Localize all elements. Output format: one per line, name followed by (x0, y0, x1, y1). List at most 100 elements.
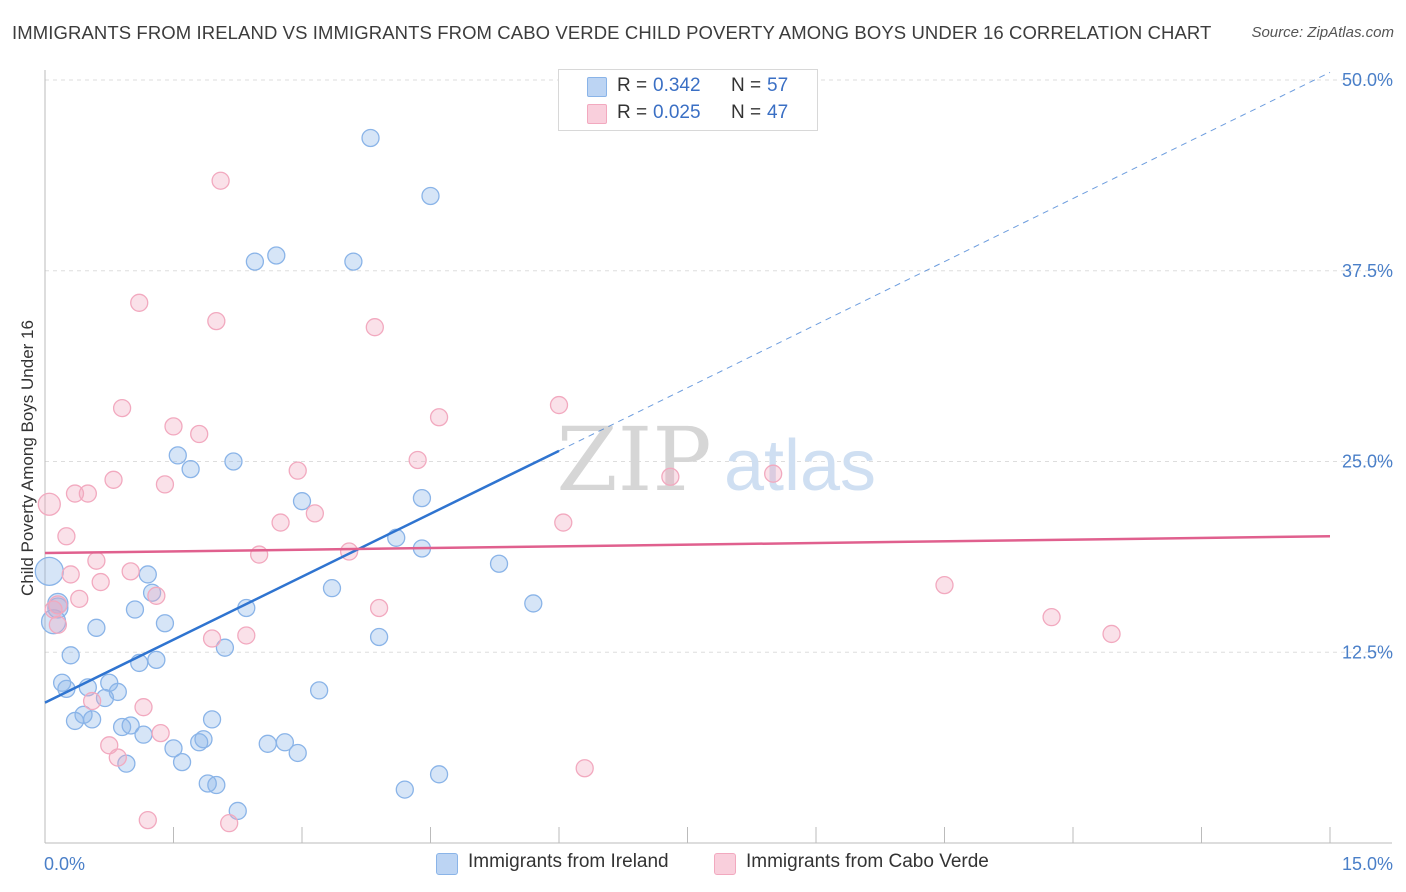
ireland-point-45 (344, 252, 363, 271)
cabo-verde-point-19 (147, 586, 166, 605)
cabo-verde-point-43 (935, 575, 954, 595)
cabo-verde-point-29 (250, 545, 269, 564)
scatter-points (34, 128, 1121, 833)
cabo-verde-point-34 (365, 318, 384, 337)
x-tick-label-0: 0.0% (44, 854, 85, 874)
cabo-verde-point-23 (190, 424, 209, 444)
ireland-point-29 (194, 730, 213, 749)
legend-r-value-1: 0.342 (653, 75, 701, 96)
ireland-point-19 (134, 725, 153, 744)
ireland-point-25 (168, 446, 187, 465)
cabo-verde-point-3 (57, 527, 76, 546)
ireland-trend-extension (558, 71, 1331, 452)
cabo-verde-point-14 (112, 398, 132, 418)
ireland-point-8 (82, 710, 102, 729)
ireland-point-16 (121, 716, 140, 735)
ireland-point-49 (395, 780, 414, 799)
y-tick-label-2: 37.5% (1342, 261, 1393, 281)
cabo-verde-point-9 (87, 551, 106, 570)
ireland-point-46 (361, 128, 380, 148)
cabo-verde-point-21 (155, 475, 175, 494)
ireland-point-54 (489, 554, 509, 573)
legend-r-label-1: R = (617, 75, 648, 96)
ireland-point-44 (322, 579, 342, 598)
ireland-point-23 (155, 614, 175, 633)
cabo-verde-point-12 (104, 470, 123, 489)
ireland-point-7 (74, 705, 93, 724)
legend-r-label-2: R = (617, 102, 648, 123)
cabo-verde-point-16 (130, 293, 149, 312)
cabo-verde-point-20 (151, 723, 170, 743)
ireland-point-5 (61, 646, 80, 665)
cabo-verde-point-5 (65, 484, 85, 503)
cabo-verde-point-41 (661, 467, 680, 486)
x-tick-label-1: 15.0% (1342, 854, 1393, 874)
cabo-verde-point-36 (408, 450, 427, 470)
ireland-point-24 (164, 739, 183, 758)
watermark-zip: ZIP (556, 408, 711, 511)
series-legend-ireland: Immigrants from Ireland (468, 851, 669, 872)
cabo-verde-point-25 (207, 311, 226, 331)
y-tick-label-1: 25.0% (1342, 452, 1393, 472)
cabo-verde-point-6 (70, 589, 89, 608)
ireland-point-20 (138, 565, 157, 584)
ireland-point-39 (267, 246, 286, 265)
ireland-trend-line (44, 449, 560, 704)
series-legend-swatch-ireland (436, 853, 458, 875)
ireland-point-22 (147, 650, 166, 670)
cabo-verde-point-18 (138, 810, 157, 830)
ireland-point-42 (292, 492, 312, 511)
cabo-verde-point-44 (1042, 608, 1061, 627)
ireland-point-55 (524, 594, 543, 613)
ireland-point-50 (412, 488, 432, 508)
cabo-verde-point-30 (271, 513, 290, 532)
ireland-point-40 (275, 733, 295, 752)
cabo-verde-point-38 (549, 395, 569, 415)
cabo-verde-point-32 (305, 504, 325, 523)
ireland-point-32 (207, 775, 226, 795)
cabo-verde-point-45 (1102, 624, 1121, 644)
cabo-verde-point-4 (61, 565, 80, 584)
y-tick-label-3: 50.0% (1342, 70, 1393, 90)
y-axis-label: Child Poverty Among Boys Under 16 (18, 320, 37, 596)
cabo-verde-point-42 (764, 464, 783, 483)
ireland-point-26 (172, 752, 192, 772)
cabo-verde-point-8 (82, 691, 102, 711)
cabo-verde-point-27 (220, 814, 239, 833)
cabo-verde-point-37 (429, 408, 449, 427)
ireland-point-27 (181, 459, 200, 479)
legend-swatch-cabo-verde (587, 104, 607, 124)
cabo-verde-point-35 (369, 598, 389, 618)
cabo-verde-trend-line (44, 535, 1331, 555)
ireland-point-17 (125, 600, 145, 619)
ireland-point-37 (245, 252, 265, 271)
legend-r-value-2: 0.025 (653, 102, 701, 123)
ireland-point-41 (288, 743, 307, 763)
series-legend-swatch-cabo-verde (714, 853, 736, 875)
ireland-point-47 (369, 627, 389, 647)
legend-n-label-1: N = (731, 75, 762, 96)
cabo-verde-point-46 (48, 595, 68, 615)
cabo-verde-point-28 (237, 626, 256, 645)
ireland-point-31 (202, 710, 222, 729)
legend-n-value-2: 47 (767, 102, 789, 123)
ireland-point-38 (258, 734, 277, 753)
legend-n-value-1: 57 (767, 75, 789, 96)
legend-n-label-2: N = (731, 102, 762, 123)
cabo-verde-point-40 (575, 759, 594, 778)
ireland-point-52 (421, 186, 440, 206)
watermark-atlas: atlas (724, 426, 876, 506)
cabo-verde-point-0 (37, 492, 61, 516)
ireland-point-13 (108, 682, 127, 702)
cabo-verde-point-13 (108, 748, 127, 767)
ireland-point-33 (215, 638, 235, 657)
cabo-verde-point-2 (48, 615, 67, 634)
cabo-verde-point-31 (288, 461, 307, 480)
ireland-point-43 (309, 681, 329, 700)
ireland-point-34 (224, 452, 243, 471)
cabo-verde-point-7 (78, 484, 97, 503)
tick-labels: 12.5% 25.0% 37.5% 50.0% 0.0% 15.0% (44, 70, 1393, 874)
gridlines (45, 79, 1392, 653)
cabo-verde-point-22 (164, 417, 183, 436)
series-legend-cabo-verde: Immigrants from Cabo Verde (746, 851, 989, 872)
